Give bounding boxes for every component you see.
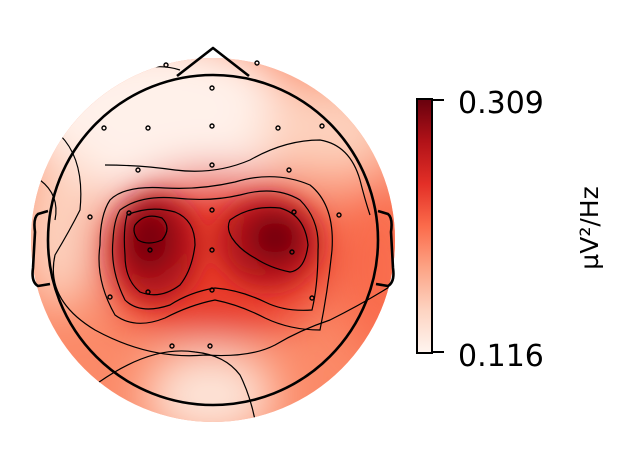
sensor-marker — [209, 247, 215, 253]
sensor-marker — [87, 214, 93, 220]
sensor-layer — [87, 60, 342, 349]
sensor-marker — [145, 125, 151, 131]
sensor-marker — [336, 212, 342, 218]
left-ear-icon — [31, 209, 51, 288]
colorbar-unit-label: µV²/Hz — [575, 186, 604, 269]
head-circle — [46, 73, 380, 407]
sensor-marker — [289, 249, 295, 255]
contour-line — [98, 176, 333, 331]
sensor-marker — [169, 343, 175, 349]
sensor-marker — [209, 162, 215, 168]
sensor-marker — [275, 125, 281, 131]
sensor-marker — [209, 85, 215, 91]
sensor-marker — [147, 247, 153, 253]
sensor-marker — [254, 60, 260, 66]
contour-line — [123, 208, 196, 296]
sensor-marker — [163, 62, 169, 68]
nose-icon — [176, 46, 250, 78]
contour-line — [133, 215, 168, 244]
sensor-marker — [107, 294, 113, 300]
right-ear-icon — [375, 209, 395, 288]
sensor-marker — [145, 289, 151, 295]
sensor-marker — [209, 207, 215, 213]
topomap-heatmap — [31, 58, 395, 422]
sensor-marker — [126, 210, 132, 216]
sensor-marker — [135, 167, 141, 173]
sensor-marker — [209, 287, 215, 293]
contour-line — [227, 206, 309, 273]
sensor-marker — [291, 209, 297, 215]
contour-line — [94, 350, 256, 421]
sensor-marker — [309, 295, 315, 301]
colorbar-max-label: 0.309 — [458, 86, 544, 121]
sensor-marker — [286, 167, 292, 173]
colorbar-min-label: 0.116 — [458, 339, 544, 374]
contour-line — [104, 139, 371, 216]
colorbar: 0.309 0.116 µV²/Hz — [416, 86, 604, 374]
contour-line — [111, 190, 319, 311]
sensor-marker — [319, 123, 325, 129]
sensor-marker — [207, 343, 213, 349]
sensor-marker — [101, 125, 107, 131]
colorbar-gradient — [416, 98, 433, 354]
head-outline — [31, 46, 395, 407]
sensor-marker — [209, 123, 215, 129]
